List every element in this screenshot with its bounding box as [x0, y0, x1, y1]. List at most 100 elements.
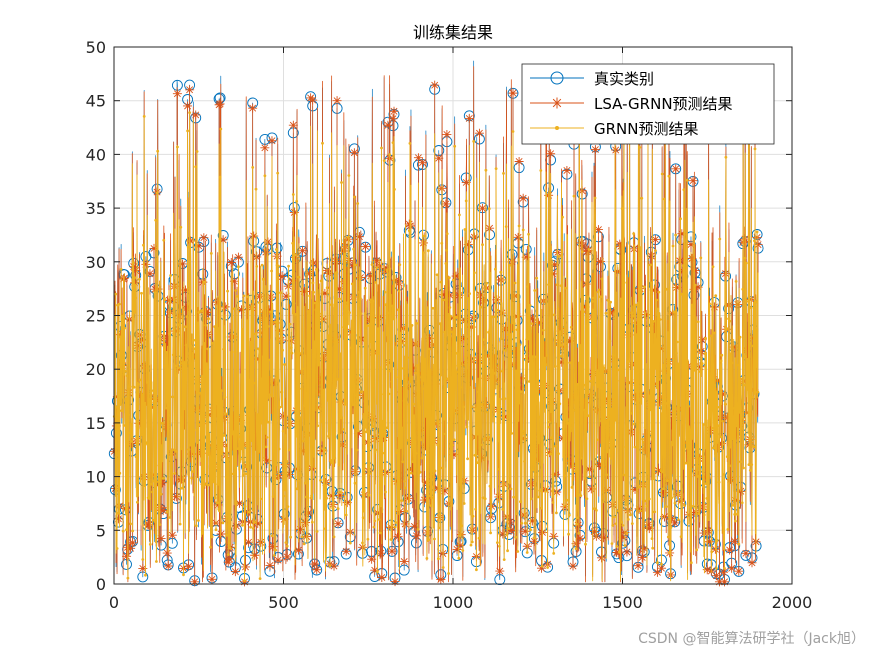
grnn-point: [441, 466, 444, 470]
lsa-grnn-point: [653, 466, 663, 476]
lsa-grnn-point: [263, 237, 273, 247]
lsa-grnn-point: [479, 296, 489, 306]
grnn-point: [497, 468, 501, 471]
grnn-point: [247, 495, 251, 499]
grnn-point: [277, 447, 281, 451]
grnn-point: [159, 492, 163, 496]
lsa-grnn-point: [138, 563, 148, 573]
grnn-point: [532, 536, 536, 540]
grnn-point: [376, 327, 380, 331]
grnn-point: [626, 427, 629, 431]
grnn-point: [569, 325, 573, 329]
grnn-point: [683, 284, 687, 288]
grnn-point: [452, 438, 456, 442]
grnn-point: [355, 393, 358, 397]
grnn-point: [428, 347, 431, 351]
grnn-point: [636, 424, 640, 428]
grnn-point: [718, 237, 722, 241]
lsa-grnn-point: [404, 219, 414, 229]
grnn-point: [225, 533, 229, 537]
grnn-point: [338, 297, 341, 301]
lsa-grnn-point: [693, 282, 703, 292]
lsa-grnn-point: [295, 524, 305, 534]
lsa-grnn-point: [277, 272, 287, 282]
grnn-point: [503, 397, 507, 400]
grnn-point: [544, 363, 548, 367]
grnn-point: [424, 383, 428, 387]
grnn-point: [677, 240, 681, 244]
grnn-point: [540, 564, 544, 568]
legend-label: GRNN预测结果: [594, 120, 699, 138]
grnn-point: [173, 472, 177, 475]
grnn-point: [635, 333, 638, 336]
grnn-point: [260, 421, 263, 425]
grnn-point: [302, 439, 305, 443]
grnn-point: [266, 420, 269, 424]
lsa-grnn-point: [115, 330, 125, 340]
grnn-point: [408, 142, 412, 145]
grnn-point: [536, 373, 539, 377]
grnn-point: [378, 531, 382, 535]
grnn-point: [320, 419, 324, 423]
lsa-grnn-point: [340, 241, 350, 251]
lsa-grnn-point: [394, 278, 404, 288]
grnn-point: [142, 115, 146, 118]
grnn-point: [251, 527, 255, 530]
lsa-grnn-point: [269, 378, 279, 388]
lsa-grnn-point: [514, 157, 524, 167]
lsa-grnn-point: [461, 177, 471, 187]
grnn-point: [203, 342, 206, 345]
grnn-point: [403, 486, 407, 490]
grnn-point: [224, 412, 227, 416]
lsa-grnn-point: [128, 538, 138, 548]
lsa-grnn-point: [224, 554, 234, 564]
grnn-point: [605, 473, 608, 477]
grnn-point: [250, 338, 254, 341]
grnn-point: [556, 307, 560, 311]
lsa-grnn-point: [425, 333, 435, 343]
y-tick-label: 0: [96, 575, 106, 594]
grnn-point: [416, 528, 420, 531]
grnn-point: [648, 408, 652, 412]
grnn-point: [643, 426, 647, 429]
grnn-point: [631, 314, 635, 318]
grnn-point: [130, 435, 134, 439]
grnn-point: [622, 281, 626, 284]
x-tick-label: 1000: [433, 593, 474, 612]
grnn-point: [426, 249, 430, 253]
grnn-point: [322, 388, 326, 392]
grnn-point: [689, 561, 693, 565]
lsa-grnn-point: [430, 80, 440, 90]
lsa-grnn-point: [260, 143, 270, 153]
lsa-grnn-point: [573, 520, 583, 530]
lsa-grnn-point: [578, 241, 588, 251]
grnn-point: [546, 425, 550, 429]
grnn-point: [308, 294, 311, 298]
grnn-point: [384, 490, 387, 494]
grnn-point: [272, 444, 276, 448]
grnn-point: [249, 439, 253, 442]
lsa-grnn-point: [136, 390, 146, 400]
grnn-point: [574, 547, 578, 551]
grnn-point: [717, 424, 720, 427]
grnn-point: [385, 268, 389, 272]
grnn-point: [650, 537, 654, 540]
lsa-grnn-point: [233, 252, 243, 262]
grnn-point: [756, 390, 760, 394]
grnn-point: [298, 416, 302, 420]
grnn-point: [182, 573, 185, 577]
lsa-grnn-point: [646, 251, 656, 261]
grnn-point: [178, 322, 181, 326]
lsa-grnn-point: [176, 474, 186, 484]
grnn-point: [424, 415, 427, 418]
grnn-point: [567, 532, 570, 536]
grnn-point: [165, 510, 169, 514]
grnn-point: [523, 460, 526, 463]
grnn-point: [667, 174, 671, 178]
grnn-point: [133, 276, 137, 279]
grnn-point: [359, 297, 362, 300]
grnn-point: [725, 455, 729, 459]
grnn-point: [565, 498, 568, 502]
grnn-point: [611, 353, 615, 357]
grnn-point: [557, 255, 561, 258]
